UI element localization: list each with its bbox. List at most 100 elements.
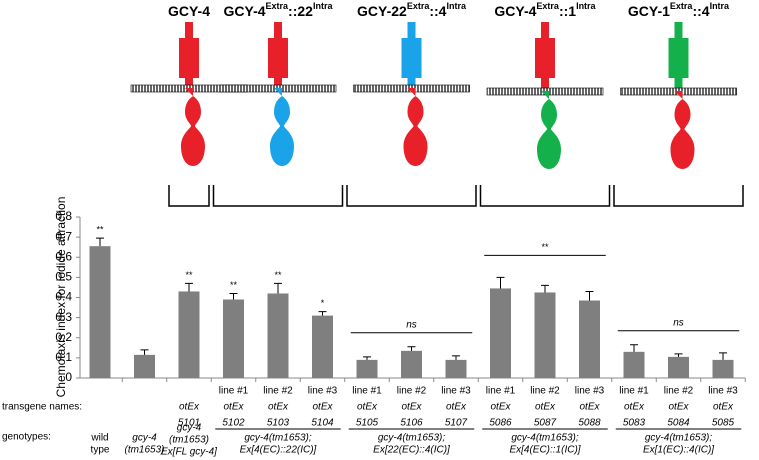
construct-title-part: Extra bbox=[266, 1, 290, 11]
construct-title: GCY-4 bbox=[168, 3, 210, 19]
genotype: Ex[4(EC)::22(IC)] bbox=[240, 445, 317, 456]
construct-title-part: Intra bbox=[446, 1, 466, 11]
transgene-name: 5105 bbox=[356, 418, 379, 429]
error-bar bbox=[585, 290, 594, 301]
bar bbox=[623, 351, 645, 378]
transgene-label: transgene names: bbox=[2, 402, 82, 413]
genotype-label: genotypes: bbox=[2, 432, 51, 443]
y-tick-label: 0.4 bbox=[55, 290, 72, 304]
transgene-name: 5088 bbox=[578, 418, 601, 429]
bracket bbox=[613, 185, 744, 207]
y-axis-label: Chemotaxis index for iodide attraction bbox=[54, 197, 68, 398]
transgene-name: line #2 bbox=[530, 386, 560, 397]
error-bar bbox=[496, 276, 505, 289]
transgene-name: 5103 bbox=[267, 418, 290, 429]
construct-title-part: GCY-1 bbox=[628, 3, 670, 19]
genotype: gcy-4 bbox=[177, 423, 202, 434]
transgene-name: otEx bbox=[401, 402, 422, 413]
error-bar bbox=[140, 349, 149, 355]
construct-title-part: ::4 bbox=[692, 3, 709, 19]
construct-title-part: ::22 bbox=[288, 3, 313, 19]
bar bbox=[223, 299, 244, 378]
y-tick-label: 0.2 bbox=[55, 330, 72, 344]
genotype: (tm1653) bbox=[169, 435, 209, 446]
significance-mark: ** bbox=[96, 225, 104, 235]
genotype: gcy-4 bbox=[132, 433, 157, 444]
genotype: Ex[1(EC)::4(IC)] bbox=[643, 445, 714, 456]
extracellular-domain bbox=[668, 38, 689, 78]
error-bar bbox=[274, 282, 282, 294]
transgene-name: 5085 bbox=[712, 418, 735, 429]
y-tick-label: 0 bbox=[65, 370, 72, 384]
construct-title-part: Extra bbox=[407, 1, 431, 11]
bar bbox=[534, 292, 556, 378]
transgene-name: line #1 bbox=[486, 386, 516, 397]
intracellular-domain bbox=[403, 88, 428, 166]
genotype: gcy-4(tm1653); bbox=[378, 433, 445, 444]
construct-title: GCY-4Extra::1Intra bbox=[494, 1, 596, 18]
construct-title-part: GCY-4 bbox=[494, 3, 536, 19]
stalk bbox=[185, 76, 193, 88]
transgene-name: 5086 bbox=[489, 418, 512, 429]
test-label: ** bbox=[541, 242, 549, 252]
error-bar bbox=[96, 237, 104, 247]
transgene-name: otEx bbox=[668, 402, 689, 413]
genotype: (tm1653) bbox=[124, 445, 164, 456]
error-bar bbox=[229, 292, 238, 300]
transgene-name: otEx bbox=[535, 402, 556, 413]
bar bbox=[134, 354, 155, 378]
extracellular-tip bbox=[674, 22, 683, 38]
transgene-name: 5087 bbox=[534, 418, 557, 429]
y-tick-label: 0.6 bbox=[55, 249, 72, 263]
intracellular-domain bbox=[270, 88, 294, 166]
significance-mark: * bbox=[321, 298, 325, 308]
bar bbox=[178, 291, 200, 378]
construct-title-part: Intra bbox=[313, 1, 333, 11]
error-bar bbox=[185, 282, 193, 292]
construct-title-part: Extra bbox=[536, 1, 560, 11]
y-tick-label: 0.3 bbox=[55, 310, 72, 324]
genotype: Ex[22(EC)::4(IC)] bbox=[373, 445, 450, 456]
extracellular-domain bbox=[535, 38, 555, 78]
transgene-name: line #1 bbox=[219, 386, 249, 397]
genotype: type bbox=[91, 445, 110, 456]
genotype: wild bbox=[90, 433, 108, 444]
construct-title: GCY-4Extra::22Intra bbox=[224, 1, 334, 18]
transgene-name: otEx bbox=[179, 402, 200, 413]
bar bbox=[579, 300, 600, 378]
transgene-name: otEx bbox=[579, 402, 600, 413]
stalk bbox=[674, 76, 683, 91]
transgene-name: otEx bbox=[713, 402, 734, 413]
genotype: gcy-4(tm1653); bbox=[645, 433, 712, 444]
y-tick-label: 0.8 bbox=[55, 209, 72, 223]
bar bbox=[89, 246, 111, 378]
stalk bbox=[407, 76, 416, 88]
error-bar bbox=[719, 352, 727, 360]
transgene-name: 5084 bbox=[667, 418, 690, 429]
genotype: gcy-4(tm1653); bbox=[511, 433, 578, 444]
bar bbox=[312, 315, 333, 378]
transgene-name: otEx bbox=[624, 402, 645, 413]
bracket bbox=[168, 185, 210, 207]
construct-title-part: ::4 bbox=[429, 3, 446, 19]
significance-mark: ** bbox=[230, 280, 238, 290]
extracellular-tip bbox=[407, 22, 416, 38]
intracellular-domain bbox=[181, 88, 205, 166]
bar bbox=[267, 293, 289, 378]
construct-title-part: GCY-4 bbox=[168, 3, 210, 19]
transgene-name: line #2 bbox=[664, 386, 694, 397]
intracellular-domain bbox=[670, 91, 695, 169]
transgene-name: line #2 bbox=[263, 386, 293, 397]
extracellular-domain bbox=[268, 38, 288, 78]
bar bbox=[401, 350, 422, 378]
extracellular-domain bbox=[179, 38, 199, 78]
extracellular-domain bbox=[401, 38, 422, 78]
transgene-name: otEx bbox=[357, 402, 378, 413]
y-tick-label: 0.1 bbox=[55, 350, 72, 364]
extracellular-tip bbox=[541, 22, 549, 38]
significance-mark: ** bbox=[185, 270, 193, 280]
transgene-name: line #3 bbox=[308, 386, 338, 397]
error-bar bbox=[318, 311, 327, 316]
construct-title-part: ::1 bbox=[559, 3, 576, 19]
